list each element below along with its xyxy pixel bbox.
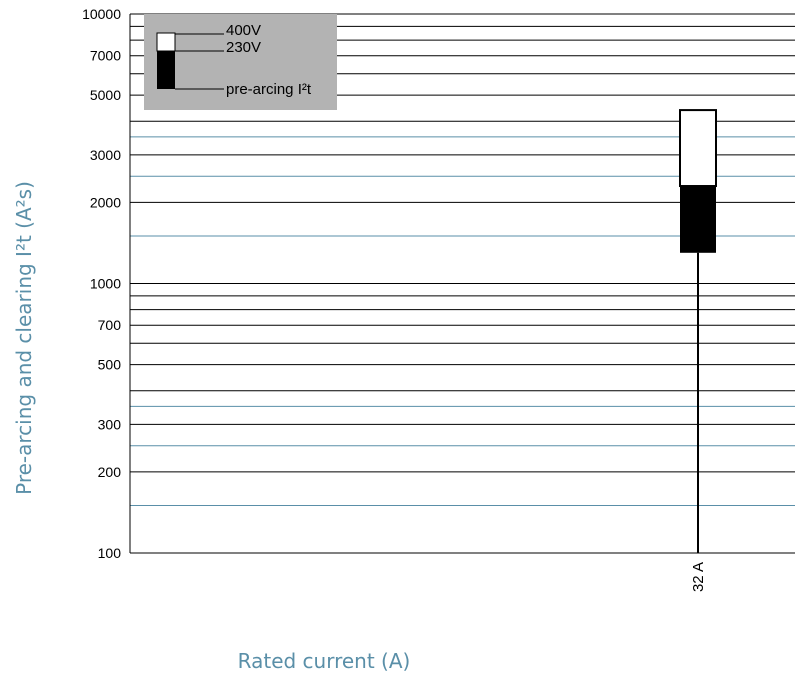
y-tick-label: 700 (98, 317, 122, 333)
y-axis-title: Pre-arcing and clearing I²t (A²s) (12, 181, 36, 495)
y-tick-label: 500 (98, 357, 122, 373)
y-tick-label: 3000 (90, 147, 121, 163)
legend-swatch-230v (157, 51, 175, 89)
y-tick-label: 2000 (90, 194, 121, 210)
bar-400v (679, 109, 717, 188)
legend-label-230v: 230V (226, 39, 261, 56)
x-tick-labels: 32 A (690, 562, 707, 592)
y-tick-label: 7000 (90, 48, 121, 64)
bar-230v (680, 186, 716, 253)
x-tick-label: 32 A (690, 562, 707, 592)
bars (679, 109, 717, 553)
legend-label-400v: 400V (226, 22, 261, 39)
y-tick-labels: 10000 7000 5000 3000 2000 1000 700 500 300 200 100 (82, 6, 121, 561)
y-tick-label: 200 (98, 464, 122, 480)
y-tick-label: 5000 (90, 87, 121, 103)
y-tick-label: 10000 (82, 6, 121, 22)
legend-swatch-400v (156, 32, 176, 52)
legend: 400V 230V pre-arcing I²t (144, 14, 337, 110)
legend-background (144, 14, 337, 110)
y-tick-label: 100 (98, 545, 122, 561)
y-tick-label: 300 (98, 416, 122, 432)
legend-label-pre-arcing: pre-arcing I²t (226, 81, 312, 98)
x-axis-title: Rated current (A) (238, 649, 411, 673)
y-tick-label: 1000 (90, 276, 121, 292)
